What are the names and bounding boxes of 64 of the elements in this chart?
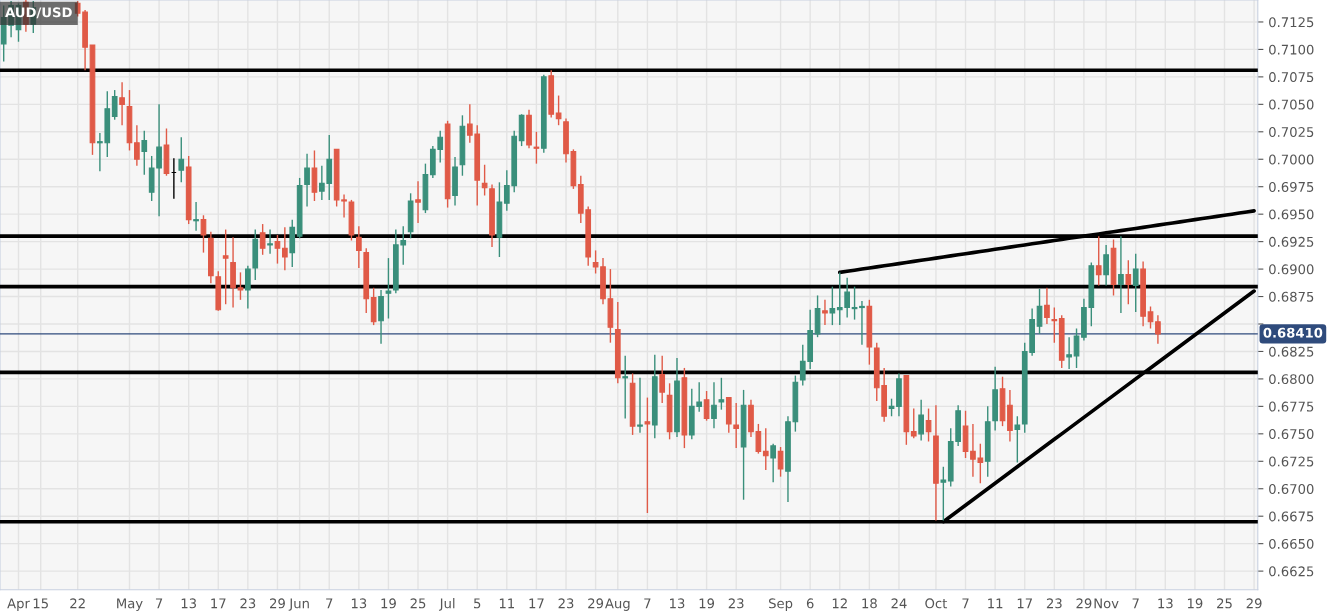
x-tick-label: 19	[1187, 598, 1203, 609]
x-tick-label: May	[117, 598, 143, 611]
x-tick-label: 23	[558, 598, 574, 609]
y-tick-label: 0.7125	[1269, 17, 1314, 28]
y-tick-label: 0.6725	[1269, 456, 1314, 467]
x-tick-label: Sep	[769, 598, 793, 611]
x-tick-label: 15	[33, 598, 48, 609]
x-tick-label: 7	[326, 598, 333, 609]
x-tick-label: 18	[862, 598, 877, 609]
x-tick-label: Nov	[1094, 598, 1119, 609]
y-tick-label: 0.6675	[1269, 511, 1314, 522]
y-tick-label: 0.6975	[1269, 181, 1314, 192]
x-tick-label: 11	[988, 598, 1003, 609]
y-tick-label: 0.6775	[1269, 401, 1314, 412]
y-tick-label: 0.7000	[1269, 154, 1314, 165]
x-tick-label: 22	[70, 598, 85, 609]
x-tick-label: 13	[670, 598, 685, 609]
x-tick-label: 19	[699, 598, 715, 609]
x-tick-label: 17	[529, 598, 544, 609]
y-tick-label: 0.6875	[1269, 291, 1314, 302]
x-tick-label: 24	[891, 598, 907, 609]
x-tick-label: 29	[1076, 598, 1092, 609]
x-tick-label: 7	[1132, 598, 1139, 609]
x-tick-label: 5	[474, 598, 481, 609]
x-tick-label: 29	[588, 598, 604, 609]
x-tick-label: 7	[644, 598, 651, 609]
x-tick-label: 13	[351, 598, 367, 609]
y-tick-label: 0.6650	[1269, 538, 1314, 549]
y-tick-label: 0.6925	[1269, 236, 1314, 247]
x-tick-label: 13	[181, 598, 197, 609]
x-tick-label: 25	[410, 598, 426, 609]
y-tick-label: 0.6800	[1269, 374, 1314, 385]
x-tick-label: Jul	[438, 598, 455, 611]
x-tick-label: Aug	[605, 598, 630, 611]
y-tick-label: 0.6700	[1269, 483, 1314, 494]
y-tick-label: 0.6900	[1269, 264, 1314, 275]
x-tick-label: Oct	[925, 598, 948, 609]
ref-line-label: 0.68410	[1263, 327, 1323, 338]
y-tick-label: 0.7050	[1269, 99, 1314, 110]
x-tick-label: Jun	[288, 598, 309, 611]
x-tick-label: 17	[211, 598, 226, 609]
x-tick-label: 11	[499, 598, 514, 609]
y-tick-label: 0.7075	[1269, 72, 1314, 83]
x-tick-label: 6	[806, 598, 814, 609]
x-tick-label: 7	[155, 598, 163, 609]
chart-title: AUD/USD	[5, 7, 72, 19]
x-tick-label: 23	[1046, 598, 1062, 609]
x-tick-label: 23	[240, 598, 256, 609]
y-tick-label: 0.7100	[1269, 44, 1314, 55]
x-tick-label: 7	[962, 598, 969, 609]
x-tick-label: 17	[1017, 598, 1032, 609]
x-tick-label: 13	[1158, 598, 1173, 609]
x-tick-label: Apr	[7, 598, 30, 611]
x-tick-label: 12	[832, 598, 847, 609]
y-tick-label: 0.6750	[1269, 429, 1314, 440]
x-tick-label: 25	[1217, 598, 1232, 609]
x-tick-label: 29	[1246, 598, 1262, 609]
y-tick-label: 0.7025	[1269, 127, 1314, 137]
y-tick-label: 0.6825	[1269, 346, 1314, 357]
x-tick-label: 23	[728, 598, 744, 609]
y-tick-label: 0.6950	[1269, 209, 1314, 220]
x-tick-label: 29	[270, 598, 285, 609]
y-tick-label: 0.6625	[1269, 566, 1314, 577]
x-tick-label: 19	[381, 598, 396, 609]
